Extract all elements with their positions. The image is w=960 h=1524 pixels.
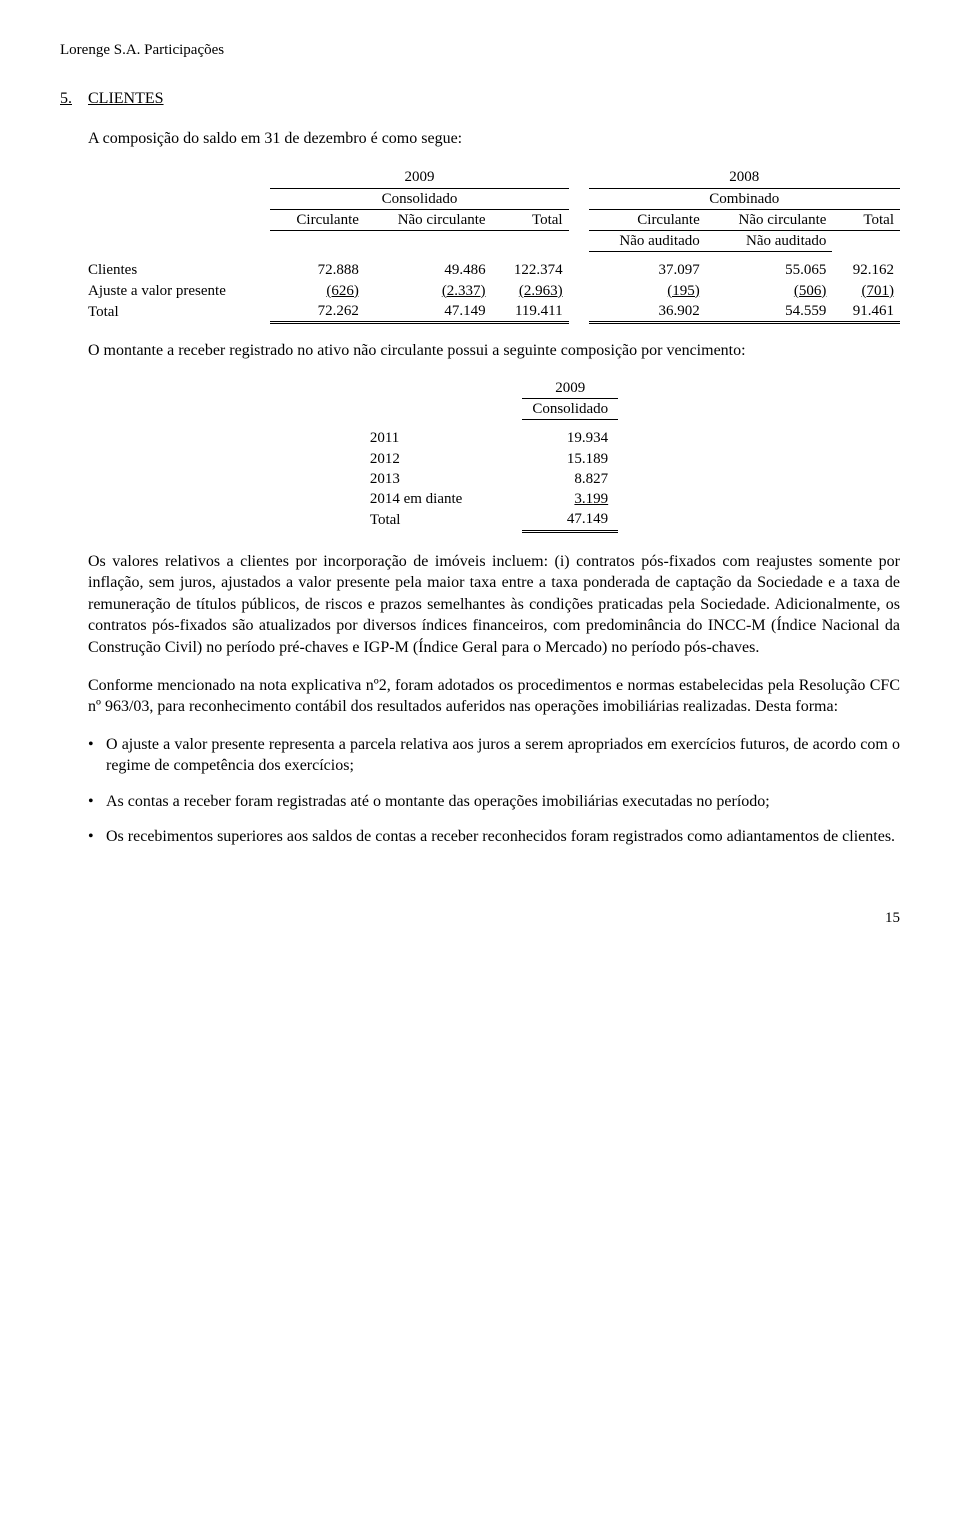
cell: 37.097 [589, 260, 706, 280]
section-title: 5. CLIENTES [60, 88, 900, 110]
cell: 119.411 [492, 301, 569, 323]
cell: 3.199 [522, 489, 618, 509]
table-row: 2013 8.827 [370, 469, 618, 489]
row-label: 2011 [370, 428, 522, 448]
list-item: As contas a receber foram registradas at… [88, 791, 900, 813]
cell: 72.262 [270, 301, 364, 323]
cell: 122.374 [492, 260, 569, 280]
table-row: 2012 15.189 [370, 449, 618, 469]
cell: 8.827 [522, 469, 618, 489]
clients-table: 2009 2008 Consolidado Combinado Circulan… [88, 167, 900, 324]
table-row-total: Total 72.262 47.149 119.411 36.902 54.55… [88, 301, 900, 323]
row-label: 2012 [370, 449, 522, 469]
cell: 47.149 [522, 509, 618, 531]
row-label: 2013 [370, 469, 522, 489]
cell: 92.162 [832, 260, 900, 280]
cell: 19.934 [522, 428, 618, 448]
cell: 15.189 [522, 449, 618, 469]
cell: 54.559 [706, 301, 833, 323]
row-label: Clientes [88, 260, 270, 280]
table-row: Clientes 72.888 49.486 122.374 37.097 55… [88, 260, 900, 280]
col-circulante-1: Circulante [270, 209, 364, 230]
cell: 91.461 [832, 301, 900, 323]
col-nao-circulante-1: Não circulante [365, 209, 492, 230]
maturity-table: 2009 Consolidado 2011 19.934 2012 15.189 [370, 378, 618, 533]
table2-group: Consolidado [522, 399, 618, 420]
section-number: 5. [60, 88, 88, 110]
col-total-1: Total [492, 209, 569, 230]
section-title-text: CLIENTES [88, 88, 164, 110]
table2-year: 2009 [522, 378, 618, 399]
col-nao-circulante-2: Não circulante [706, 209, 833, 230]
bullet-list: O ajuste a valor presente representa a p… [88, 734, 900, 848]
company-header: Lorenge S.A. Participações [60, 40, 900, 60]
table-row: 2011 19.934 [370, 428, 618, 448]
cell: (2.963) [492, 281, 569, 301]
cell: (195) [589, 281, 706, 301]
row-label: Total [88, 301, 270, 323]
list-item: O ajuste a valor presente representa a p… [88, 734, 900, 777]
cell: (2.337) [365, 281, 492, 301]
cell: (626) [270, 281, 364, 301]
cell: 47.149 [365, 301, 492, 323]
row-label: Ajuste a valor presente [88, 281, 270, 301]
cell: 55.065 [706, 260, 833, 280]
col-nao-auditado-1: Não auditado [589, 231, 706, 252]
cell: 36.902 [589, 301, 706, 323]
cell: 49.486 [365, 260, 492, 280]
list-item: Os recebimentos superiores aos saldos de… [88, 826, 900, 848]
table1-year-left: 2009 [270, 167, 568, 188]
cell: (506) [706, 281, 833, 301]
page-number: 15 [60, 908, 900, 928]
table1-year-right: 2008 [589, 167, 900, 188]
cell: (701) [832, 281, 900, 301]
paragraph: O montante a receber registrado no ativo… [88, 340, 900, 362]
table-row: 2014 em diante 3.199 [370, 489, 618, 509]
table-row: Ajuste a valor presente (626) (2.337) (2… [88, 281, 900, 301]
row-label: 2014 em diante [370, 489, 522, 509]
cell: 72.888 [270, 260, 364, 280]
table1-group-right: Combinado [589, 188, 900, 209]
row-label: Total [370, 509, 522, 531]
table-row-total: Total 47.149 [370, 509, 618, 531]
col-circulante-2: Circulante [589, 209, 706, 230]
col-total-2: Total [832, 209, 900, 230]
section-intro: A composição do saldo em 31 de dezembro … [88, 128, 900, 150]
paragraph: Os valores relativos a clientes por inco… [88, 551, 900, 659]
paragraph: Conforme mencionado na nota explicativa … [88, 675, 900, 718]
table1-group-left: Consolidado [270, 188, 568, 209]
col-nao-auditado-2: Não auditado [706, 231, 833, 252]
